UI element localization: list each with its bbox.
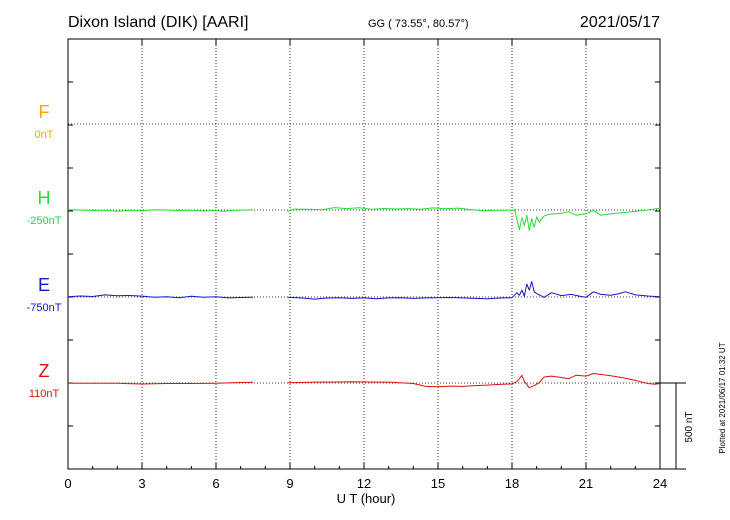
x-tick-label: 3: [138, 476, 145, 491]
series-line-Z: [68, 373, 661, 389]
series-line-E: [67, 281, 661, 300]
series-line-H: [67, 207, 661, 232]
series-baseline-Z: 110nT: [29, 388, 60, 400]
series-name-F: F: [39, 102, 50, 122]
series-baseline-E: -750nT: [27, 302, 62, 314]
x-tick-label: 24: [653, 476, 667, 491]
x-tick-label: 6: [212, 476, 219, 491]
series-name-H: H: [38, 188, 51, 208]
station-title: Dixon Island (DIK) [AARI]: [68, 14, 249, 31]
scale-bar-label: 500 nT: [684, 411, 695, 442]
x-tick-label: 21: [579, 476, 593, 491]
x-tick-label: 9: [286, 476, 293, 491]
plot-frame: [67, 38, 661, 470]
series-name-Z: Z: [39, 361, 50, 381]
x-axis-title: U T (hour): [337, 491, 396, 506]
x-tick-label: 12: [357, 476, 371, 491]
series-baseline-H: -250nT: [27, 215, 62, 227]
x-tick-label: 15: [431, 476, 445, 491]
x-tick-label: 18: [505, 476, 519, 491]
plot-area: 0 3 6 9 12 15 18 21 24 F 0nT H -250nT E -750nT Z 110nT: [27, 38, 686, 491]
date-label: 2021/05/17: [580, 14, 660, 31]
plotted-note: Plotted at 2021/06/17 01:32 UT: [718, 342, 727, 453]
x-tick-label: 0: [64, 476, 71, 491]
series-baseline-F: 0nT: [35, 129, 54, 141]
series-name-E: E: [38, 275, 50, 295]
coordinates-label: GG ( 73.55°, 80.57°): [368, 18, 469, 30]
